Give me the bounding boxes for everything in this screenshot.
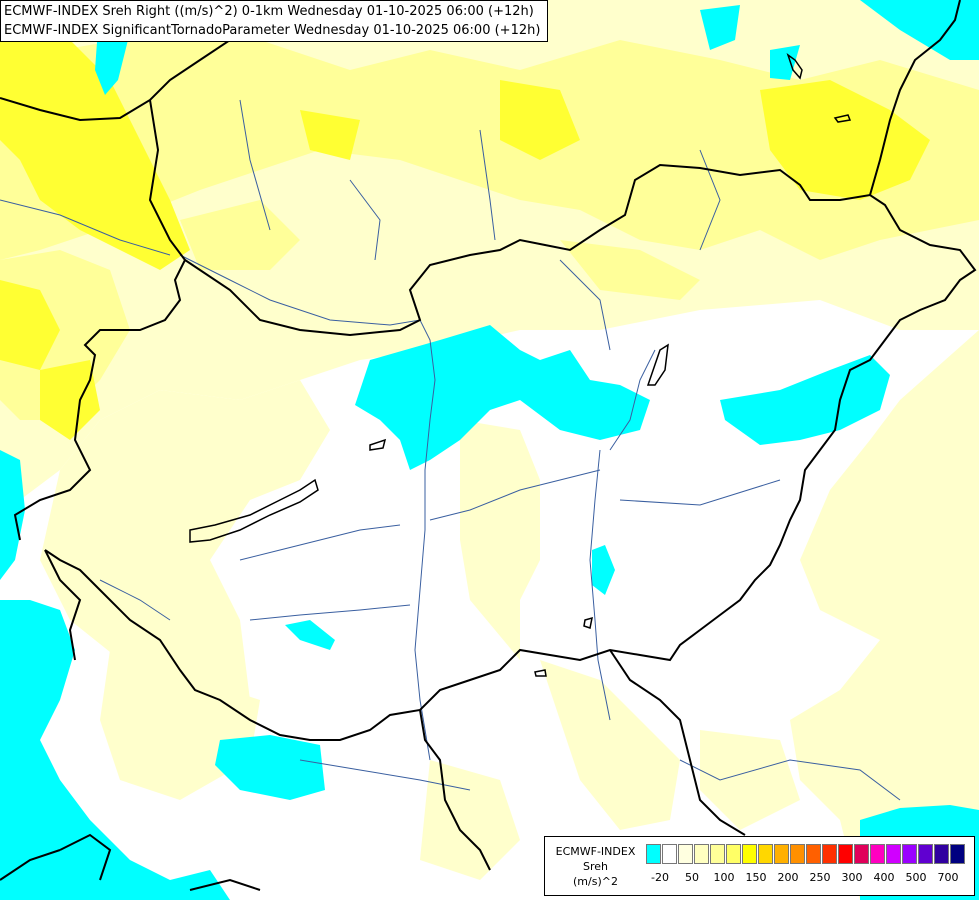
lakes xyxy=(189,53,852,677)
legend-variable: Sreh xyxy=(582,860,608,873)
legend-swatch xyxy=(710,844,725,864)
legend-swatch xyxy=(854,844,869,864)
map-title-box: ECMWF-INDEX Sreh Right ((m/s)^2) 0-1km W… xyxy=(0,0,548,42)
lake-northeast xyxy=(833,114,852,123)
legend-swatch xyxy=(678,844,693,864)
legend-tick-label: 250 xyxy=(809,871,831,884)
legend-swatch xyxy=(950,844,965,864)
legend-swatch xyxy=(918,844,933,864)
legend-swatch xyxy=(838,844,853,864)
legend-swatch xyxy=(758,844,773,864)
legend-swatch xyxy=(790,844,805,864)
rivers xyxy=(0,99,901,801)
legend-swatch xyxy=(934,844,949,864)
legend-model: ECMWF-INDEX xyxy=(555,845,636,858)
lake-tisza xyxy=(646,343,669,386)
lake-south-2 xyxy=(534,669,547,677)
legend-tick-label: 500 xyxy=(905,871,927,884)
legend-tick-label: 400 xyxy=(873,871,895,884)
lake-north xyxy=(786,53,803,80)
legend-label: ECMWF-INDEX Sreh (m/s)^2 xyxy=(547,844,644,889)
legend-tick-label: -20 xyxy=(651,871,669,884)
title-line-1: ECMWF-INDEX Sreh Right ((m/s)^2) 0-1km W… xyxy=(4,4,534,19)
legend-tick-label: 700 xyxy=(937,871,959,884)
legend-swatch xyxy=(806,844,821,864)
lake-small xyxy=(369,438,387,451)
legend-swatch xyxy=(694,844,709,864)
legend-swatch xyxy=(902,844,917,864)
legend-swatch xyxy=(870,844,885,864)
legend-swatch xyxy=(742,844,757,864)
title-line-2: ECMWF-INDEX SignificantTornadoParameter … xyxy=(4,23,541,38)
legend-swatch xyxy=(822,844,837,864)
legend-ticks: -20 50 100 150 200 250 300 400 500 700 xyxy=(646,871,976,887)
color-legend: ECMWF-INDEX Sreh (m/s)^2 -20 50 100 150 200 2… xyxy=(544,836,975,896)
legend-swatches xyxy=(646,844,966,864)
legend-tick-label: 100 xyxy=(713,871,735,884)
legend-units: (m/s)^2 xyxy=(573,875,618,888)
legend-tick-label: 300 xyxy=(841,871,863,884)
legend-swatch xyxy=(646,844,661,864)
legend-tick-label: 50 xyxy=(685,871,699,884)
legend-swatch xyxy=(886,844,901,864)
lake-south xyxy=(583,616,593,629)
legend-tick-label: 150 xyxy=(745,871,767,884)
legend-tick-label: 200 xyxy=(777,871,799,884)
legend-swatch xyxy=(726,844,741,864)
field-yellow xyxy=(0,30,930,440)
lake-balaton xyxy=(189,478,319,543)
legend-swatch xyxy=(662,844,677,864)
legend-swatch xyxy=(774,844,789,864)
